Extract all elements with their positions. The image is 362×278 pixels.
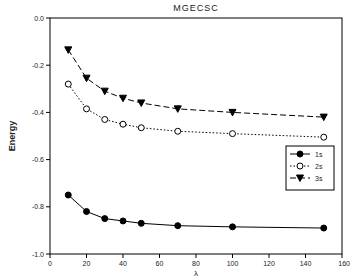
y-tick-label: -0.2 (32, 62, 44, 69)
legend-box (286, 146, 334, 190)
data-point (102, 216, 108, 222)
data-point (230, 131, 236, 137)
x-tick (86, 254, 87, 258)
data-point (321, 225, 327, 231)
x-tick (342, 254, 343, 258)
data-point (101, 88, 108, 95)
series-line (68, 50, 324, 117)
data-point (229, 109, 236, 116)
data-point (120, 95, 127, 102)
x-tick (232, 254, 233, 258)
y-tick (46, 254, 50, 255)
data-point (320, 114, 327, 121)
data-point (138, 125, 144, 131)
y-tick-label: -1.0 (32, 251, 44, 258)
data-point (138, 220, 144, 226)
y-label: Energy (7, 121, 17, 152)
y-tick (46, 112, 50, 113)
x-tick (159, 254, 160, 258)
y-tick-label: -0.4 (32, 109, 44, 116)
plot-frame (50, 18, 342, 254)
legend-label: 3s (315, 175, 323, 182)
legend-marker (297, 151, 303, 157)
data-point (120, 121, 126, 127)
data-point (84, 106, 90, 112)
y-tick-label: 0.0 (34, 15, 44, 22)
data-point (102, 116, 108, 122)
series-line (68, 84, 324, 137)
x-tick-label: 160 (338, 260, 350, 267)
data-point (138, 100, 145, 107)
data-point (120, 218, 126, 224)
y-tick-label: -0.6 (32, 156, 44, 163)
legend-label: 2s (315, 163, 323, 170)
plot-area (65, 47, 328, 231)
x-tick-label: 100 (227, 260, 239, 267)
x-tick (123, 254, 124, 258)
data-point (230, 224, 236, 230)
x-tick-label: 20 (83, 260, 91, 267)
x-tick-label: 140 (300, 260, 312, 267)
x-label: λ (194, 269, 198, 278)
x-tick (196, 254, 197, 258)
series-line (68, 195, 324, 228)
legend-marker (297, 163, 303, 169)
data-point (175, 128, 181, 134)
y-tick-label: -0.8 (32, 203, 44, 210)
y-tick (46, 65, 50, 66)
x-tick-label: 80 (192, 260, 200, 267)
data-point (175, 223, 181, 229)
y-tick (46, 18, 50, 19)
legend-marker (297, 175, 304, 182)
x-tick (269, 254, 270, 258)
chart: MGECSC λ Energy 0 20 40 60 80 100 120 140 160 -1.0 -0… (0, 0, 362, 278)
x-tick-label: 40 (119, 260, 127, 267)
legend: 1s 2s 3s (286, 146, 334, 190)
y-tick (46, 159, 50, 160)
x-tick-label: 60 (156, 260, 164, 267)
data-point (65, 192, 71, 198)
data-point (83, 75, 90, 82)
legend-label: 1s (315, 151, 323, 158)
y-tick (46, 206, 50, 207)
x-tick (50, 254, 51, 258)
x-tick-label: 120 (263, 260, 275, 267)
x-tick (305, 254, 306, 258)
title: MGECSC (173, 3, 219, 13)
data-point (321, 134, 327, 140)
x-tick-label: 0 (48, 260, 52, 267)
data-point (174, 106, 181, 113)
data-point (84, 209, 90, 215)
data-point (65, 81, 71, 87)
data-point (65, 47, 72, 54)
